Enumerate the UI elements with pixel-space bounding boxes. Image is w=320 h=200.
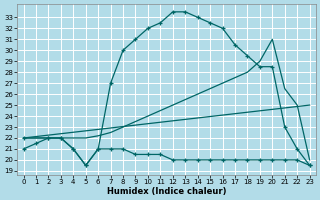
- X-axis label: Humidex (Indice chaleur): Humidex (Indice chaleur): [107, 187, 226, 196]
